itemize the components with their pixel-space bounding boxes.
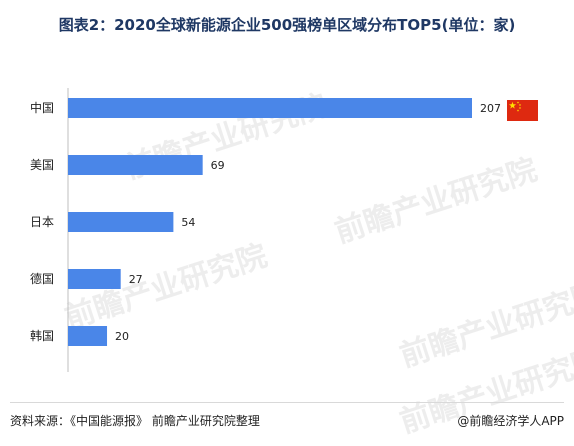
- bar: [68, 98, 472, 118]
- bar: [68, 155, 203, 175]
- bar: [68, 212, 174, 232]
- data-label: 20: [115, 330, 129, 343]
- bar: [68, 269, 121, 289]
- category-label: 日本: [30, 215, 54, 229]
- flag-star: [508, 101, 517, 109]
- china-flag-icon: [507, 100, 538, 121]
- flag-star: [516, 109, 520, 112]
- category-label: 美国: [30, 158, 54, 172]
- chart-title: 图表2：2020全球新能源企业500强榜单区域分布TOP5(单位：家): [58, 16, 516, 34]
- data-label: 207: [480, 102, 501, 115]
- category-label: 中国: [30, 100, 54, 115]
- category-label: 韩国: [30, 328, 54, 343]
- flag-field: [507, 100, 538, 121]
- source-note: 资料来源：《中国能源报》 前瞻产业研究院整理: [10, 414, 260, 428]
- bar: [68, 326, 108, 346]
- category-label: 德国: [30, 271, 54, 286]
- flag-star: [516, 101, 520, 104]
- credit-note: @前瞻经济学人APP: [457, 414, 564, 428]
- data-label: 54: [181, 216, 195, 229]
- footer-divider: [10, 402, 564, 403]
- flag-star: [518, 103, 522, 107]
- flag-star: [518, 106, 522, 110]
- data-label: 69: [211, 159, 225, 172]
- data-label: 27: [129, 273, 143, 286]
